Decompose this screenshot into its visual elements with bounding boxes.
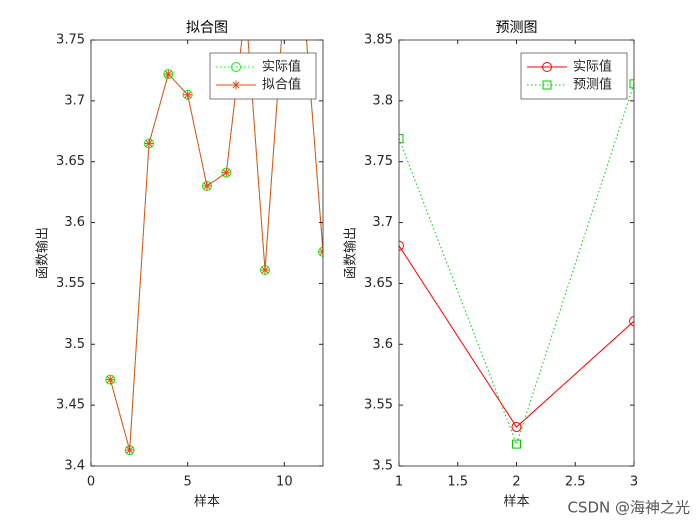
legend-box xyxy=(209,52,317,100)
y-tick-label: 3.65 xyxy=(56,154,85,169)
y-tick-label: 3.75 xyxy=(364,154,393,169)
x-tick-label: 10 xyxy=(276,475,293,490)
y-axis-label: 函数输出 xyxy=(35,227,51,279)
axes-box xyxy=(90,39,324,467)
legend-marker xyxy=(542,62,552,72)
marker xyxy=(260,265,270,275)
y-tick-label: 3.7 xyxy=(64,93,85,108)
x-tick-label: 5 xyxy=(184,475,192,490)
legend-marker xyxy=(231,80,241,90)
marker xyxy=(512,439,521,449)
x-tick-label: 1 xyxy=(395,475,403,490)
x-tick-label: 3 xyxy=(630,475,638,490)
marker xyxy=(299,0,308,8)
y-tick-label: 3.4 xyxy=(64,459,85,474)
y-tick-label: 3.6 xyxy=(372,337,393,352)
marker xyxy=(183,90,193,100)
marker xyxy=(629,316,634,327)
marker xyxy=(163,69,173,79)
legend-label: 拟合值 xyxy=(262,77,301,93)
marker xyxy=(280,0,289,4)
marker xyxy=(144,138,154,148)
x-axis-label: 样本 xyxy=(194,495,220,510)
axes-bg xyxy=(399,40,634,466)
series-line xyxy=(109,40,323,451)
x-axis-label: 样本 xyxy=(503,495,529,510)
legend-box xyxy=(520,52,628,100)
y-tick-label: 3.8 xyxy=(372,93,393,108)
x-tick-label: 2 xyxy=(512,475,520,490)
y-tick-label: 3.5 xyxy=(64,337,85,352)
y-axis-label: 函数输出 xyxy=(343,227,359,279)
marker xyxy=(399,134,404,144)
marker xyxy=(241,3,250,12)
marker xyxy=(629,79,634,89)
y-tick-label: 3.5 xyxy=(372,459,393,474)
marker xyxy=(221,168,231,178)
plot-area xyxy=(399,79,634,449)
y-tick-label: 3.45 xyxy=(56,398,85,413)
legend-label: 实际值 xyxy=(262,59,301,75)
marker xyxy=(280,0,289,4)
legend-marker xyxy=(231,62,241,72)
marker xyxy=(105,375,115,385)
plot-area xyxy=(105,0,323,456)
marker xyxy=(511,422,522,433)
watermark: CSDN @海神之光 xyxy=(567,499,690,517)
marker xyxy=(125,445,135,455)
x-tick-label: 1.5 xyxy=(447,475,468,490)
x-tick-label: 2.5 xyxy=(565,475,586,490)
y-tick-label: 3.75 xyxy=(56,33,85,48)
marker xyxy=(202,181,212,191)
marker xyxy=(399,240,404,251)
legend-marker xyxy=(542,80,552,90)
y-tick-label: 3.55 xyxy=(56,276,85,291)
chart-title: 预测图 xyxy=(496,20,538,36)
y-tick-label: 3.85 xyxy=(364,33,393,48)
marker xyxy=(299,0,308,8)
legend-label: 实际值 xyxy=(573,59,612,75)
legend-label: 预测值 xyxy=(573,77,612,93)
x-tick-label: 0 xyxy=(87,475,95,490)
y-tick-label: 3.7 xyxy=(372,215,393,230)
series-line xyxy=(399,83,634,446)
chart-title: 拟合图 xyxy=(186,20,228,36)
marker xyxy=(241,3,250,12)
y-tick-label: 3.6 xyxy=(64,215,85,230)
y-tick-label: 3.55 xyxy=(364,398,393,413)
y-tick-label: 3.65 xyxy=(364,276,393,291)
axes-bg xyxy=(91,40,323,466)
series-line xyxy=(399,245,634,428)
